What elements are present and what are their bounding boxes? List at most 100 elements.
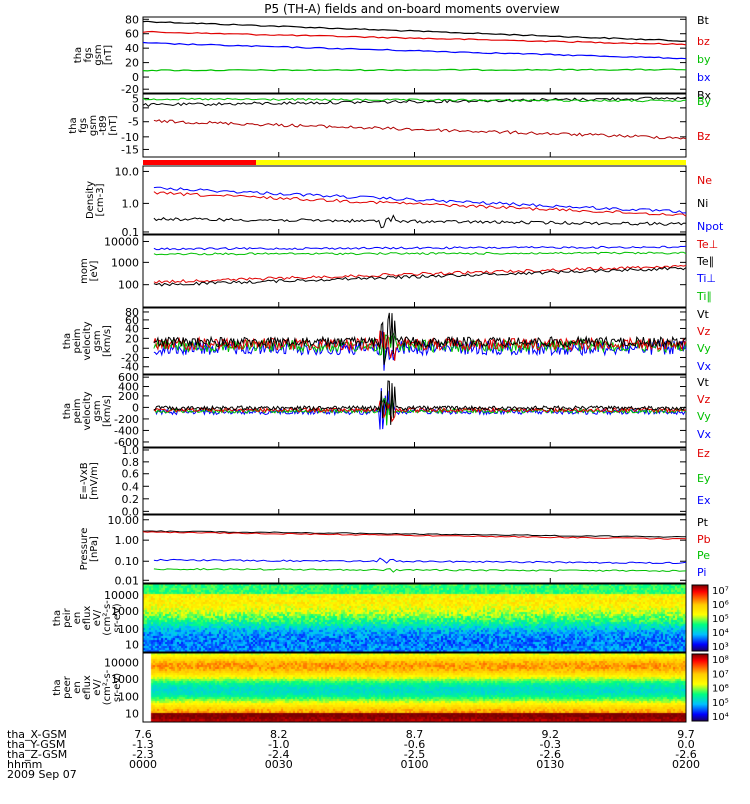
y-axis-label: gsm	[93, 44, 104, 65]
legend-Bt: Bt	[697, 14, 710, 27]
ephemeris-label: hhmm	[7, 758, 42, 771]
legend-Ni: Ni	[697, 197, 708, 210]
series-bz	[142, 30, 687, 46]
series-Bx	[142, 96, 687, 107]
y-axis-label: Pressure	[79, 528, 90, 571]
legend-Vz: Vz	[697, 325, 711, 338]
y-tick-label: 100	[118, 279, 139, 292]
colorbar-label: 10⁴	[712, 712, 729, 723]
y-tick-label: -200	[114, 413, 139, 426]
y-axis-label: gsm	[92, 330, 103, 351]
y-tick-label: 5	[132, 92, 139, 105]
y-tick-label: 0	[132, 342, 139, 355]
legend-Ey: Ey	[697, 472, 711, 485]
y-tick-label: 100	[118, 623, 139, 636]
series-by	[142, 68, 687, 72]
y-tick-label: 1.00	[115, 534, 140, 547]
colorbar-label: 10⁸	[712, 655, 729, 666]
series-Bz	[153, 119, 687, 140]
ephemeris-value: 8.7	[406, 728, 424, 741]
ephemeris-label: tha_Y-GSM	[7, 738, 65, 751]
legend-Vx: Vx	[697, 360, 712, 373]
legend-Ti⊥: Ti⊥	[696, 272, 716, 285]
y-axis-label: velocity	[82, 391, 93, 430]
y-axis-label: tha	[52, 679, 63, 695]
colorbar-label: 10⁷	[712, 586, 729, 597]
series-By	[142, 97, 687, 103]
y-axis-label: peer	[62, 675, 73, 699]
y-axis-label: [mV/m]	[89, 462, 100, 500]
y-tick-label: 0.6	[122, 468, 140, 481]
legend-Npot: Npot	[697, 220, 724, 233]
ephemeris-label: tha_X-GSM	[7, 728, 67, 741]
panel-3: 10.0 1.0 0.1 Density [cm-3] Ne Ni Npot	[85, 165, 724, 239]
y-tick-label: 200	[118, 390, 139, 403]
ephemeris-value: -1.0	[268, 738, 289, 751]
series-Vx	[153, 388, 687, 430]
y-tick-label: 10	[125, 708, 139, 721]
ephemeris-value: 0130	[536, 758, 564, 771]
series-Vz	[153, 330, 687, 361]
y-axis-label: fgs	[78, 118, 89, 133]
y-axis-label: (cm²-s-	[102, 600, 113, 636]
y-axis-label: en	[72, 612, 83, 625]
y-tick-label: 400	[118, 381, 139, 394]
y-axis-label: eV/	[92, 609, 103, 626]
panel-frame	[142, 16, 687, 94]
legend-Pt: Pt	[697, 516, 709, 529]
y-axis-label: tha	[52, 610, 63, 626]
y-tick-label: 20	[125, 57, 139, 70]
y-axis-label: en	[72, 681, 83, 694]
y-tick-label: 60	[125, 28, 139, 41]
y-tick-label: -20	[121, 83, 139, 96]
y-axis-label: (cm²-s-	[102, 669, 113, 705]
y-tick-label: 1000	[111, 673, 139, 686]
legend-bz: bz	[697, 35, 710, 48]
legend-Vt: Vt	[697, 376, 710, 389]
panel-frame	[142, 447, 687, 515]
series-Vy	[153, 397, 687, 426]
y-axis-label: [km/s]	[102, 325, 113, 357]
y-tick-label: 600	[118, 371, 139, 384]
series-Vt	[153, 312, 687, 365]
y-tick-label: -600	[114, 436, 139, 449]
y-tick-label: 0.2	[122, 493, 140, 506]
ephemeris-value: 9.2	[542, 728, 560, 741]
colorbar-label: 10⁶	[712, 600, 729, 611]
panel-4: 10000 1000 100 mom [eV] Te⊥ Te∥ Ti⊥ Ti∥	[79, 234, 718, 308]
y-tick-label: 1.0	[122, 444, 140, 457]
y-axis-label: [km/s]	[102, 395, 113, 427]
ephemeris-value: -0.6	[404, 738, 425, 751]
electron-spectrogram	[143, 653, 686, 722]
ephemeris-value: -2.3	[132, 748, 153, 761]
series-Tepar	[153, 266, 687, 287]
y-tick-label: -20	[121, 352, 139, 365]
ephemeris-value: 0200	[672, 758, 700, 771]
legend-Te∥: Te∥	[696, 255, 714, 268]
colorbar-label: 10⁵	[712, 698, 729, 709]
legend-by: by	[697, 53, 711, 66]
ephemeris-value: -2.6	[540, 748, 561, 761]
legend-Ne: Ne	[697, 174, 712, 187]
legend-Bx: Bx	[697, 89, 712, 102]
y-tick-label: 1.0	[122, 197, 140, 210]
y-axis-label: gsm	[92, 400, 103, 421]
legend-Vy: Vy	[697, 342, 711, 355]
y-tick-label: -5	[128, 116, 139, 129]
y-axis-label: tha	[73, 47, 84, 63]
ephemeris-value: 9.7	[677, 728, 695, 741]
ephemeris-value: 8.2	[270, 728, 288, 741]
y-tick-label: -10	[121, 131, 139, 144]
y-tick-label: 0.1	[122, 226, 140, 239]
y-tick-label: 0	[132, 401, 139, 414]
y-axis-label: tha	[68, 117, 79, 133]
y-tick-label: 10000	[104, 657, 139, 670]
colorbar-label: 10³	[712, 642, 729, 653]
y-tick-label: 10.0	[115, 165, 140, 178]
y-tick-label: 0.4	[122, 480, 140, 493]
